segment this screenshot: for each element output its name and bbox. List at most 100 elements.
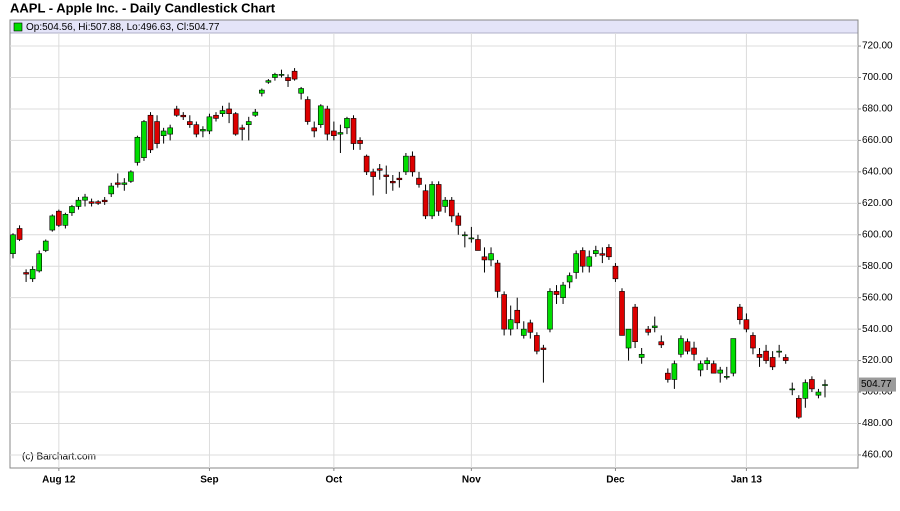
candle-body xyxy=(475,239,481,251)
candle-body xyxy=(350,118,357,144)
candle-body xyxy=(245,121,252,125)
candle-body xyxy=(160,130,167,136)
y-tick-label: 680.00 xyxy=(862,104,893,115)
candle-body xyxy=(141,121,147,159)
candle-body xyxy=(291,70,298,80)
candle-body xyxy=(573,253,579,273)
candle-body xyxy=(167,127,173,135)
y-tick-label: 460.00 xyxy=(862,450,893,461)
candle-body xyxy=(416,177,422,185)
candle-body xyxy=(593,250,599,254)
candle-body xyxy=(42,240,49,251)
candle-body xyxy=(383,174,390,177)
candle-body xyxy=(317,105,324,125)
candle-body xyxy=(619,291,625,336)
candle-body xyxy=(665,372,671,380)
candle-body xyxy=(435,184,442,212)
candle-body xyxy=(645,328,651,333)
candle-body xyxy=(62,214,69,226)
candle-body xyxy=(75,199,82,207)
candle-body xyxy=(462,234,468,237)
candle-body xyxy=(448,199,455,217)
candle-body xyxy=(49,215,56,231)
y-tick-label: 580.00 xyxy=(862,261,893,272)
candle-body xyxy=(324,108,331,135)
candle-body xyxy=(723,376,730,378)
candle-body xyxy=(632,306,638,343)
candle-body xyxy=(678,338,684,355)
candle-body xyxy=(429,184,435,217)
candle-body xyxy=(815,391,822,396)
candle-body xyxy=(697,363,704,371)
candle-body xyxy=(206,116,213,132)
candle-body xyxy=(114,182,121,185)
candle-body xyxy=(337,132,344,135)
x-tick-label: Sep xyxy=(200,475,218,486)
candle-body xyxy=(488,253,494,261)
y-tick-label: 560.00 xyxy=(862,292,893,303)
y-tick-label: 620.00 xyxy=(862,198,893,209)
candle-body xyxy=(278,74,285,76)
x-tick-label: Dec xyxy=(606,475,625,486)
chart-title: AAPL - Apple Inc. - Daily Candlestick Ch… xyxy=(10,0,276,15)
candle-body xyxy=(802,382,809,399)
candle-body xyxy=(507,319,514,330)
candle-body xyxy=(737,306,743,320)
candle-body xyxy=(285,77,291,81)
y-tick-label: 720.00 xyxy=(862,41,893,52)
candle-body xyxy=(625,328,632,349)
candle-body xyxy=(213,114,219,119)
candle-body xyxy=(311,127,318,132)
candle-body xyxy=(730,338,737,374)
candle-body xyxy=(56,210,62,226)
y-tick-label: 660.00 xyxy=(862,135,893,146)
candle-body xyxy=(187,121,193,125)
last-price-label: 504.77 xyxy=(861,379,892,390)
candle-body xyxy=(809,379,815,390)
candle-body xyxy=(599,253,606,256)
candle-body xyxy=(710,363,717,374)
candle-body xyxy=(481,256,488,261)
x-tick-label: Jan 13 xyxy=(731,475,763,486)
y-tick-label: 640.00 xyxy=(862,167,893,178)
candle-body xyxy=(134,136,141,163)
candle-body xyxy=(527,322,534,333)
legend-swatch xyxy=(13,22,23,32)
candle-body xyxy=(265,80,272,83)
candle-body xyxy=(520,328,527,336)
candle-body xyxy=(750,335,756,349)
candle-body xyxy=(638,353,645,358)
candle-body xyxy=(586,256,593,267)
candle-body xyxy=(684,341,691,352)
candle-body xyxy=(606,247,612,258)
candle-body xyxy=(390,181,396,184)
candle-body xyxy=(23,272,29,275)
candle-body xyxy=(822,384,828,386)
candle-body xyxy=(147,114,154,151)
candle-body xyxy=(789,388,796,391)
candle-body xyxy=(16,228,23,240)
candle-body xyxy=(403,155,409,173)
y-tick-label: 600.00 xyxy=(862,229,893,240)
candle-body xyxy=(468,237,475,240)
candle-body xyxy=(691,347,697,355)
candle-body xyxy=(743,319,750,330)
candle-body xyxy=(357,140,363,144)
candle-body xyxy=(547,291,553,330)
candle-body xyxy=(442,199,448,207)
y-tick-label: 700.00 xyxy=(862,72,893,83)
candle-body xyxy=(121,182,128,185)
y-tick-label: 500.00 xyxy=(862,387,893,398)
candle-body xyxy=(259,89,265,94)
candle-body xyxy=(363,155,370,173)
legend-text: Op:504.56, Hi:507.88, Lo:496.63, Cl:504.… xyxy=(26,22,220,33)
candle-body xyxy=(796,398,802,418)
candle-body xyxy=(272,74,278,78)
candle-body xyxy=(193,124,200,135)
candle-body xyxy=(422,190,429,217)
candle-body xyxy=(409,155,416,173)
candle-body xyxy=(370,171,376,177)
x-tick-label: Nov xyxy=(462,475,481,486)
candle-body xyxy=(717,369,724,374)
candle-body xyxy=(344,118,350,129)
